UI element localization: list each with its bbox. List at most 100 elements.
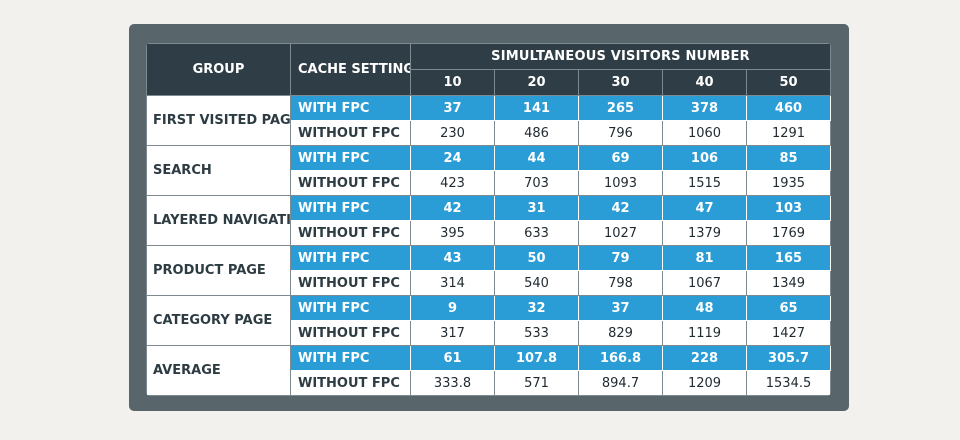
- without-fpc-value: 1935: [746, 170, 831, 196]
- without-fpc-value: 1119: [662, 320, 747, 346]
- with-fpc-value: 106: [662, 145, 747, 171]
- with-fpc-label: WITH FPC: [290, 245, 411, 271]
- without-fpc-value: 894.7: [578, 370, 663, 396]
- with-fpc-value: 48: [662, 295, 747, 321]
- without-fpc-value: 1060: [662, 120, 747, 146]
- without-fpc-label: WITHOUT FPC: [290, 170, 411, 196]
- visitor-count-header: 50: [746, 69, 831, 96]
- group-name-cell: LAYERED NAVIGATION: [146, 195, 291, 246]
- with-fpc-value: 47: [662, 195, 747, 221]
- without-fpc-value: 1209: [662, 370, 747, 396]
- without-fpc-label: WITHOUT FPC: [290, 370, 411, 396]
- without-fpc-value: 333.8: [410, 370, 495, 396]
- table-row-with-fpc: AVERAGE WITH FPC 61 107.8 166.8 228 305.7: [146, 345, 831, 396]
- without-fpc-value: 798: [578, 270, 663, 296]
- with-fpc-value: 79: [578, 245, 663, 271]
- with-fpc-label: WITH FPC: [290, 145, 411, 171]
- without-fpc-value: 1291: [746, 120, 831, 146]
- without-fpc-value: 395: [410, 220, 495, 246]
- with-fpc-value: 69: [578, 145, 663, 171]
- table-row-without-fpc: WITHOUT FPC 230 486 796 1060 1291: [147, 120, 831, 146]
- with-fpc-value: 378: [662, 95, 747, 121]
- with-fpc-value: 265: [578, 95, 663, 121]
- table-row-without-fpc: WITHOUT FPC 423 703 1093 1515 1935: [147, 170, 831, 196]
- without-fpc-value: 829: [578, 320, 663, 346]
- without-fpc-value: 317: [410, 320, 495, 346]
- table-row-without-fpc: WITHOUT FPC 317 533 829 1119 1427: [147, 320, 831, 346]
- group-header: GROUP: [146, 43, 291, 96]
- group-name-cell: AVERAGE: [146, 345, 291, 396]
- without-fpc-value: 633: [494, 220, 579, 246]
- without-fpc-value: 1515: [662, 170, 747, 196]
- with-fpc-value: 141: [494, 95, 579, 121]
- header-row: GROUP CACHE SETTINGS SIMULTANEOUS VISITO…: [146, 43, 831, 96]
- with-fpc-value: 165: [746, 245, 831, 271]
- visitors-header: SIMULTANEOUS VISITORS NUMBER: [410, 43, 831, 70]
- visitor-count-header: 40: [662, 69, 747, 96]
- group-name-cell: CATEGORY PAGE: [146, 295, 291, 346]
- without-fpc-value: 1027: [578, 220, 663, 246]
- cache-settings-header: CACHE SETTINGS: [290, 43, 411, 96]
- with-fpc-value: 460: [746, 95, 831, 121]
- without-fpc-value: 1769: [746, 220, 831, 246]
- with-fpc-value: 50: [494, 245, 579, 271]
- table-row-with-fpc: PRODUCT PAGE WITH FPC 43 50 79 81 165: [146, 245, 831, 296]
- without-fpc-value: 1067: [662, 270, 747, 296]
- without-fpc-value: 1427: [746, 320, 831, 346]
- with-fpc-value: 43: [410, 245, 495, 271]
- without-fpc-value: 230: [410, 120, 495, 146]
- without-fpc-value: 1379: [662, 220, 747, 246]
- without-fpc-value: 423: [410, 170, 495, 196]
- with-fpc-value: 42: [410, 195, 495, 221]
- with-fpc-label: WITH FPC: [290, 345, 411, 371]
- without-fpc-value: 1349: [746, 270, 831, 296]
- with-fpc-value: 228: [662, 345, 747, 371]
- table-row-with-fpc: SEARCH WITH FPC 24 44 69 106 85: [146, 145, 831, 196]
- group-name-cell: SEARCH: [146, 145, 291, 196]
- table-row-with-fpc: FIRST VISITED PAGE WITH FPC 37 141 265 378 460: [146, 95, 831, 146]
- without-fpc-value: 1093: [578, 170, 663, 196]
- with-fpc-value: 37: [410, 95, 495, 121]
- without-fpc-value: 796: [578, 120, 663, 146]
- table-body: FIRST VISITED PAGE WITH FPC 37 141 265 378 460…: [146, 95, 831, 396]
- without-fpc-value: 571: [494, 370, 579, 396]
- without-fpc-label: WITHOUT FPC: [290, 220, 411, 246]
- without-fpc-value: 1534.5: [746, 370, 831, 396]
- without-fpc-value: 486: [494, 120, 579, 146]
- with-fpc-value: 24: [410, 145, 495, 171]
- with-fpc-value: 65: [746, 295, 831, 321]
- with-fpc-value: 42: [578, 195, 663, 221]
- without-fpc-label: WITHOUT FPC: [290, 320, 411, 346]
- with-fpc-value: 61: [410, 345, 495, 371]
- with-fpc-value: 44: [494, 145, 579, 171]
- with-fpc-label: WITH FPC: [290, 295, 411, 321]
- with-fpc-value: 37: [578, 295, 663, 321]
- table-row-without-fpc: WITHOUT FPC 314 540 798 1067 1349: [147, 270, 831, 296]
- visitor-count-header: 10: [410, 69, 495, 96]
- visitors-table: GROUP CACHE SETTINGS SIMULTANEOUS VISITO…: [146, 43, 831, 396]
- with-fpc-value: 107.8: [494, 345, 579, 371]
- visitor-count-header: 30: [578, 69, 663, 96]
- with-fpc-label: WITH FPC: [290, 95, 411, 121]
- with-fpc-value: 81: [662, 245, 747, 271]
- with-fpc-value: 85: [746, 145, 831, 171]
- with-fpc-value: 9: [410, 295, 495, 321]
- visitor-count-header: 20: [494, 69, 579, 96]
- without-fpc-label: WITHOUT FPC: [290, 120, 411, 146]
- with-fpc-value: 32: [494, 295, 579, 321]
- with-fpc-value: 103: [746, 195, 831, 221]
- visitor-count-row: 10 20 30 40 50: [147, 69, 831, 96]
- without-fpc-value: 703: [494, 170, 579, 196]
- table-row-with-fpc: CATEGORY PAGE WITH FPC 9 32 37 48 65: [146, 295, 831, 346]
- with-fpc-label: WITH FPC: [290, 195, 411, 221]
- group-name-cell: PRODUCT PAGE: [146, 245, 291, 296]
- without-fpc-value: 540: [494, 270, 579, 296]
- with-fpc-value: 31: [494, 195, 579, 221]
- with-fpc-value: 166.8: [578, 345, 663, 371]
- without-fpc-value: 314: [410, 270, 495, 296]
- table-row-without-fpc: WITHOUT FPC 333.8 571 894.7 1209 1534.5: [147, 370, 831, 396]
- without-fpc-value: 533: [494, 320, 579, 346]
- group-name-cell: FIRST VISITED PAGE: [146, 95, 291, 146]
- with-fpc-value: 305.7: [746, 345, 831, 371]
